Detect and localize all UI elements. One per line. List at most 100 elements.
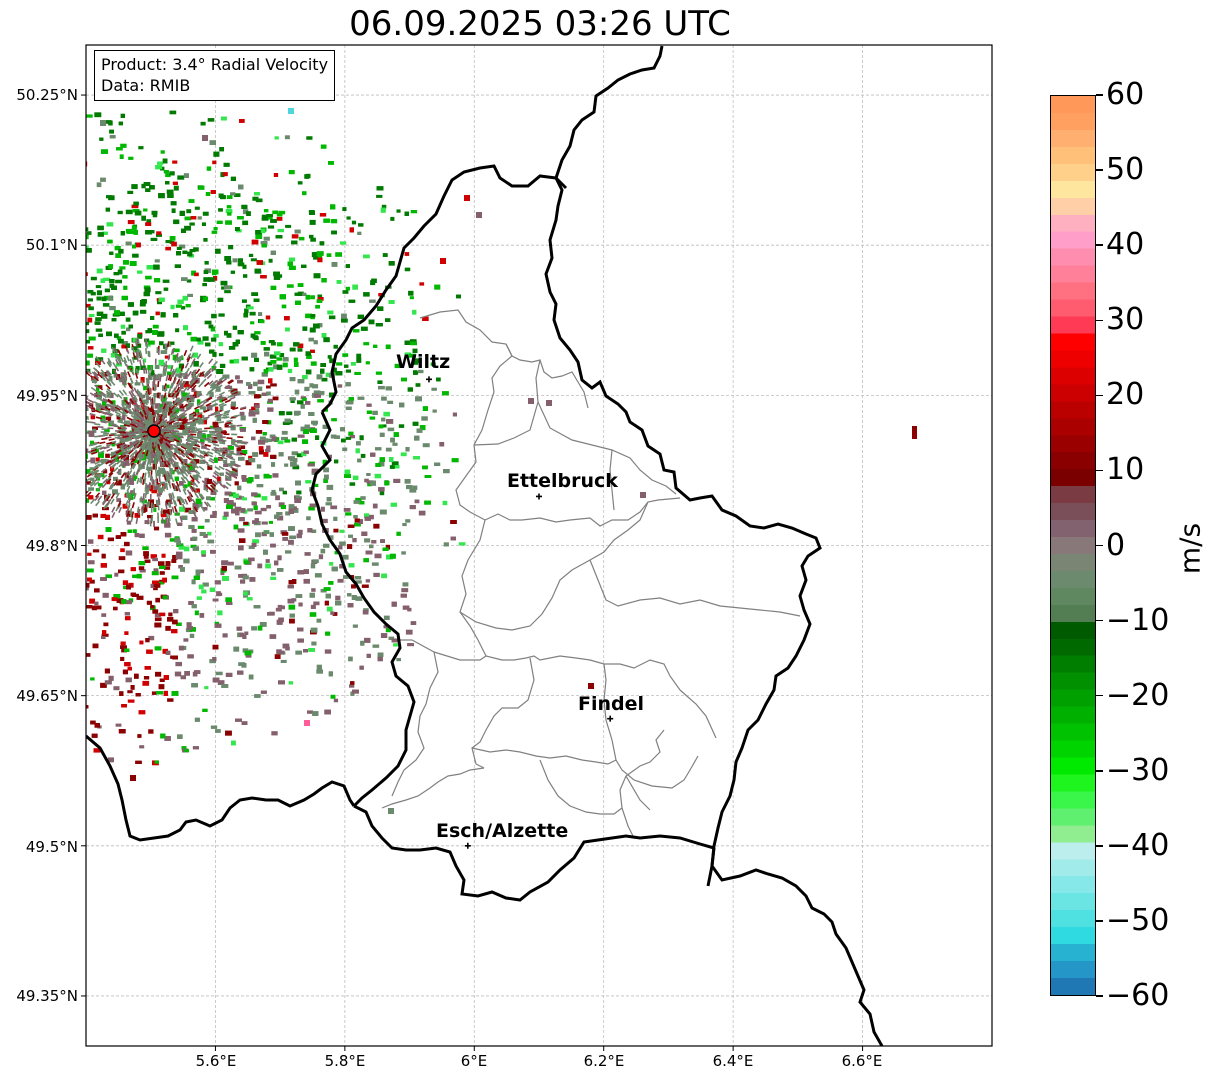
velocity-pixel [39, 348, 46, 353]
velocity-pixel [138, 463, 144, 468]
velocity-pixel [77, 206, 82, 210]
velocity-pixel [97, 483, 103, 487]
velocity-pixel [400, 593, 407, 598]
velocity-pixel [76, 312, 81, 317]
velocity-pixel [69, 211, 76, 216]
velocity-pixel [184, 507, 192, 513]
velocity-pixel [42, 213, 46, 217]
velocity-pixel [69, 511, 74, 515]
velocity-pixel [165, 463, 171, 468]
velocity-pixel [104, 428, 110, 433]
velocity-pixel [256, 464, 262, 469]
velocity-pixel [311, 420, 318, 425]
velocity-pixel [336, 362, 343, 366]
velocity-pixel [20, 476, 26, 481]
velocity-pixel [305, 294, 310, 300]
velocity-pixel [67, 494, 73, 499]
velocity-pixel [138, 146, 144, 150]
velocity-pixel [127, 529, 132, 533]
velocity-pixel [396, 658, 401, 662]
velocity-pixel [100, 513, 107, 518]
velocity-pixel [173, 423, 178, 430]
velocity-pixel [6, 405, 12, 409]
velocity-pixel [164, 532, 172, 538]
velocity-pixel [265, 563, 271, 569]
velocity-pixel [70, 427, 77, 431]
velocity-pixel [422, 465, 428, 470]
velocity-pixel [28, 448, 34, 452]
velocity-pixel [62, 426, 68, 429]
velocity-pixel [190, 421, 196, 427]
velocity-pixel [288, 265, 296, 270]
velocity-pixel [57, 443, 64, 447]
velocity-pixel [97, 232, 104, 237]
velocity-pixel [364, 637, 371, 643]
velocity-pixel [60, 347, 65, 351]
velocity-pixel [348, 400, 354, 405]
velocity-pixel [309, 327, 316, 333]
velocity-pixel [383, 411, 390, 417]
velocity-pixel [56, 300, 60, 304]
velocity-pixel [113, 606, 118, 611]
velocity-pixel [15, 291, 20, 295]
velocity-pixel [31, 295, 36, 298]
velocity-pixel [105, 453, 110, 458]
velocity-pixel [86, 234, 89, 240]
velocity-pixel [181, 415, 186, 419]
velocity-pixel [90, 415, 96, 420]
velocity-pixel [183, 459, 188, 465]
velocity-pixel [32, 132, 36, 136]
velocity-pixel [0, 477, 3, 481]
velocity-pixel [294, 389, 300, 395]
velocity-pixel [212, 437, 217, 444]
velocity-pixel [185, 451, 190, 455]
velocity-pixel [309, 592, 315, 598]
velocity-pixel [175, 328, 180, 333]
velocity-pixel [304, 174, 310, 179]
velocity-pixel [90, 677, 95, 681]
velocity-pixel [125, 402, 131, 408]
velocity-pixel [306, 516, 311, 521]
velocity-pixel [387, 427, 395, 432]
velocity-pixel [140, 377, 145, 383]
velocity-pixel [66, 501, 70, 505]
velocity-pixel [265, 448, 271, 453]
velocity-pixel [48, 428, 53, 433]
velocity-pixel [39, 414, 43, 419]
velocity-pixel [316, 669, 323, 674]
velocity-pixel [114, 456, 120, 462]
velocity-pixel [151, 489, 158, 494]
velocity-pixel [325, 372, 331, 377]
velocity-pixel [71, 431, 77, 435]
velocity-pixel [240, 428, 246, 432]
velocity-pixel [265, 367, 271, 371]
velocity-pixel [185, 443, 191, 449]
velocity-pixel [177, 299, 184, 304]
velocity-pixel [169, 110, 177, 115]
velocity-pixel [191, 517, 198, 522]
velocity-pixel [121, 344, 128, 349]
velocity-pixel [35, 472, 41, 475]
velocity-pixel [25, 576, 29, 580]
velocity-pixel [87, 317, 93, 323]
velocity-pixel [21, 481, 26, 486]
velocity-pixel [64, 313, 69, 318]
velocity-pixel [62, 598, 66, 603]
velocity-pixel [368, 319, 375, 325]
velocity-pixel [39, 433, 44, 436]
velocity-pixel [210, 190, 216, 194]
velocity-pixel [122, 341, 128, 345]
velocity-pixel [60, 330, 65, 333]
velocity-pixel [57, 444, 61, 449]
velocity-pixel [262, 432, 267, 436]
velocity-pixel [211, 488, 216, 493]
velocity-pixel [128, 156, 134, 160]
velocity-pixel [88, 539, 94, 544]
velocity-pixel [324, 600, 329, 606]
velocity-pixel [353, 515, 358, 519]
velocity-pixel [0, 293, 1, 298]
velocity-pixel [150, 605, 155, 609]
velocity-pixel [56, 606, 62, 610]
velocity-pixel [35, 619, 40, 622]
